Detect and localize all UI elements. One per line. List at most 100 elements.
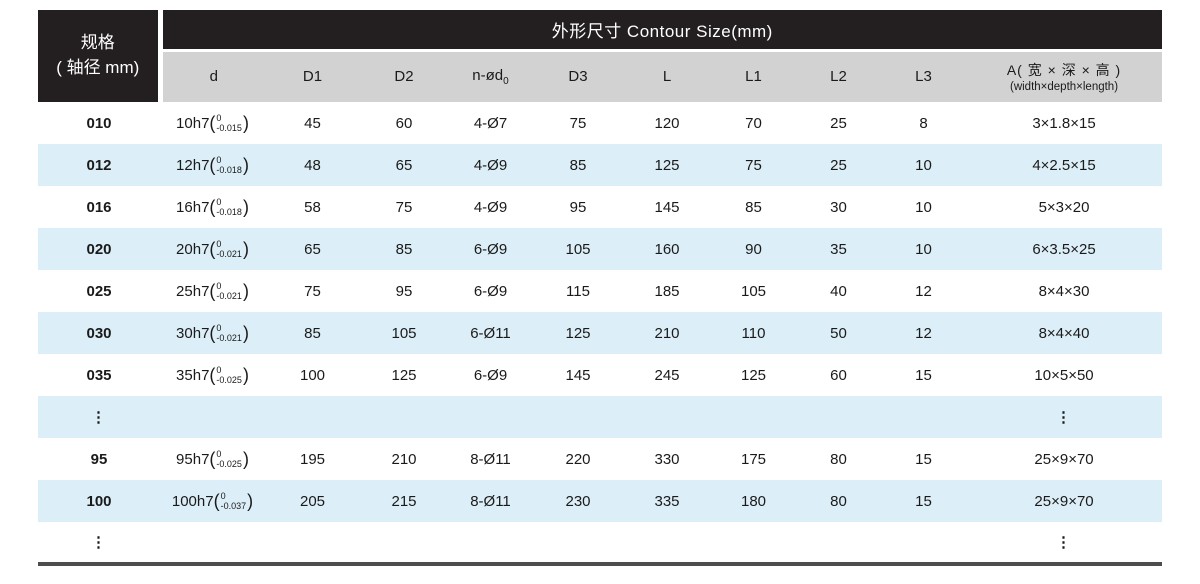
value-cell: 125 bbox=[391, 366, 417, 384]
value-cell: 58 bbox=[304, 198, 321, 216]
value-cell: 15 bbox=[915, 366, 932, 384]
table-row: 100 100h7(0 -0.037) 205 215 8-Ø11 230 335 180 80 1… bbox=[38, 480, 1163, 522]
table-row: 035 35h7(0 -0.025) 100 125 6-Ø9 145 245 125 60 15 1… bbox=[38, 354, 1162, 396]
col-header-n-od0: n-ød0 bbox=[448, 50, 533, 102]
table-head: 规格 ( 轴径 mm) 外形尺寸 Contour Size(mm) d D1 D2 n… bbox=[38, 10, 1163, 102]
col-header-l3: L3 bbox=[881, 50, 966, 102]
spec-cell: 030 bbox=[86, 324, 112, 342]
value-cell: 75 bbox=[569, 114, 587, 132]
a-cell: 8×4×40 bbox=[1038, 324, 1090, 342]
value-cell: 4-Ø9 bbox=[473, 198, 508, 216]
value-cell: 105 bbox=[740, 282, 767, 300]
a-ellipsis: ⋮ bbox=[1056, 409, 1073, 426]
value-cell: 80 bbox=[830, 450, 847, 468]
a-cell: 10×5×50 bbox=[1034, 366, 1094, 384]
table-row: 030 30h7(0 -0.021) 85 105 6-Ø11 125 210 110 50 12 8… bbox=[38, 312, 1163, 354]
spec-cell: 035 bbox=[86, 366, 112, 384]
empty-cell bbox=[160, 396, 966, 438]
value-cell: 40 bbox=[830, 282, 847, 300]
value-cell: 25 bbox=[830, 156, 847, 174]
col-header-subscript: 0 bbox=[503, 75, 509, 87]
value-cell: 210 bbox=[654, 324, 680, 342]
value-cell: 220 bbox=[565, 450, 591, 468]
value-cell: 105 bbox=[565, 240, 591, 258]
value-cell: 60 bbox=[830, 366, 847, 384]
value-cell: 8 bbox=[919, 114, 928, 132]
diameter-tolerance: 25h7(0 -0.021) bbox=[176, 280, 249, 302]
value-cell: 230 bbox=[565, 492, 591, 510]
value-cell: 75 bbox=[745, 156, 762, 174]
value-cell: 115 bbox=[566, 282, 590, 300]
d-cell: 35h7(0 -0.025) bbox=[160, 354, 265, 396]
value-cell: 12 bbox=[915, 324, 932, 342]
a-header-line1: A( 宽 × 深 × 高 ) bbox=[1006, 62, 1122, 79]
header-row-top: 规格 ( 轴径 mm) 外形尺寸 Contour Size(mm) bbox=[38, 10, 1163, 102]
d-cell: 95h7(0 -0.025) bbox=[160, 438, 265, 480]
value-cell: 125 bbox=[654, 156, 680, 174]
value-cell: 60 bbox=[395, 114, 413, 132]
col-header-l: L bbox=[623, 50, 711, 102]
spec-header-line2: ( 轴径 mm) bbox=[56, 58, 140, 77]
table-row: 020 20h7(0 -0.021) 65 85 6-Ø9 105 160 90 35 10 6×3.… bbox=[38, 228, 1163, 270]
col-header-l2: L2 bbox=[796, 50, 881, 102]
value-cell: 80 bbox=[830, 492, 847, 510]
col-header-d2: D2 bbox=[360, 50, 448, 102]
d-cell: 100h7(0 -0.037) bbox=[160, 480, 265, 522]
value-cell: 110 bbox=[741, 324, 766, 342]
col-header-d3: D3 bbox=[533, 50, 623, 102]
value-cell: 8-Ø11 bbox=[470, 450, 511, 468]
a-header-line2: (width×depth×length) bbox=[1009, 81, 1119, 94]
spec-cell: 100 bbox=[86, 492, 112, 510]
value-cell: 105 bbox=[391, 324, 417, 342]
value-cell: 15 bbox=[915, 450, 932, 468]
value-cell: 75 bbox=[304, 282, 321, 300]
value-cell: 90 bbox=[745, 240, 762, 258]
col-header-l1: L1 bbox=[711, 50, 796, 102]
value-cell: 6-Ø9 bbox=[473, 240, 508, 258]
spec-cell: 025 bbox=[86, 282, 112, 300]
value-cell: 35 bbox=[830, 240, 847, 258]
value-cell: 15 bbox=[915, 492, 932, 510]
value-cell: 85 bbox=[304, 324, 321, 342]
spec-cell: 016 bbox=[86, 198, 112, 216]
value-cell: 12 bbox=[915, 282, 932, 300]
value-cell: 10 bbox=[915, 156, 932, 174]
diameter-tolerance: 12h7(0 -0.018) bbox=[176, 154, 249, 176]
value-cell: 10 bbox=[915, 240, 932, 258]
value-cell: 65 bbox=[304, 240, 321, 258]
table-body: 010 10h7(0 -0.015) 45 60 4-Ø7 75 120 70 25 8 3×1.8×… bbox=[38, 102, 1163, 564]
table-row: 016 16h7(0 -0.018) 58 75 4-Ø9 95 145 85 30 10 5×3×2… bbox=[38, 186, 1162, 228]
value-cell: 70 bbox=[745, 114, 762, 132]
value-cell: 335 bbox=[654, 492, 680, 510]
value-cell: 205 bbox=[299, 492, 326, 510]
table-row: 025 25h7(0 -0.021) 75 95 6-Ø9 115 185 105 40 12 8×4… bbox=[38, 270, 1162, 312]
col-header-d: d bbox=[160, 50, 265, 102]
spec-cell: 95 bbox=[90, 450, 108, 468]
value-cell: 125 bbox=[740, 366, 767, 384]
value-cell: 100 bbox=[299, 366, 326, 384]
value-cell: 180 bbox=[740, 492, 767, 510]
value-cell: 210 bbox=[391, 450, 417, 468]
col-header-d1: D1 bbox=[265, 50, 360, 102]
d-cell: 12h7(0 -0.018) bbox=[160, 144, 265, 186]
value-cell: 85 bbox=[569, 156, 587, 174]
a-cell: 5×3×20 bbox=[1038, 198, 1090, 216]
value-cell: 95 bbox=[569, 198, 587, 216]
table-row: 010 10h7(0 -0.015) 45 60 4-Ø7 75 120 70 25 8 3×1.8×… bbox=[38, 102, 1162, 144]
value-cell: 215 bbox=[391, 492, 417, 510]
value-cell: 75 bbox=[395, 198, 413, 216]
value-cell: 185 bbox=[654, 282, 680, 300]
value-cell: 85 bbox=[745, 198, 762, 216]
value-cell: 8-Ø11 bbox=[470, 492, 511, 510]
value-cell: 330 bbox=[654, 450, 680, 468]
value-cell: 6-Ø9 bbox=[473, 282, 508, 300]
value-cell: 120 bbox=[654, 114, 680, 132]
column-header-row: d D1 D2 n-ød0 D3 L L1 L2 L3 A( 宽 × 深 × 高 ) (width×… bbox=[38, 50, 1163, 102]
spec-column-header: 规格 ( 轴径 mm) bbox=[38, 10, 163, 102]
value-cell: 50 bbox=[830, 324, 847, 342]
value-cell: 48 bbox=[304, 156, 321, 174]
diameter-tolerance: 35h7(0 -0.025) bbox=[176, 364, 249, 386]
value-cell: 85 bbox=[395, 240, 413, 258]
value-cell: 10 bbox=[915, 198, 932, 216]
